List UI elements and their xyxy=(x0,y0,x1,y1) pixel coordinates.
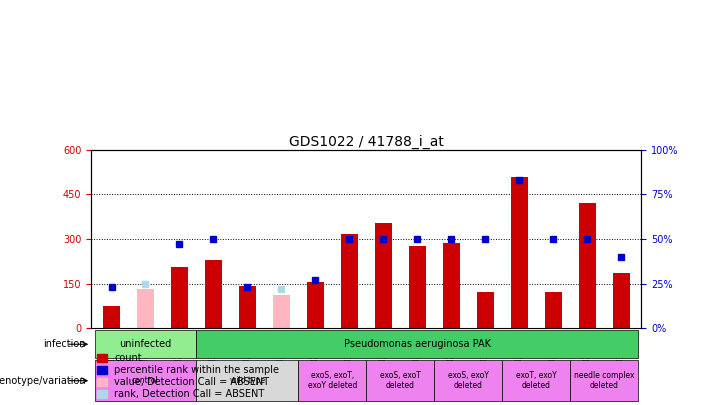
Bar xyxy=(375,223,392,328)
Bar xyxy=(239,286,256,328)
Bar xyxy=(103,306,120,328)
Title: GDS1022 / 41788_i_at: GDS1022 / 41788_i_at xyxy=(289,135,444,149)
Bar xyxy=(545,292,562,328)
Text: exoS, exoT
deleted: exoS, exoT deleted xyxy=(380,371,421,390)
Bar xyxy=(570,360,638,401)
Bar xyxy=(273,295,290,328)
Text: infection: infection xyxy=(43,339,86,349)
Text: control: control xyxy=(132,376,159,385)
Bar xyxy=(299,360,367,401)
Bar xyxy=(341,234,358,328)
Bar xyxy=(205,260,222,328)
Bar xyxy=(443,243,460,328)
Text: wild type: wild type xyxy=(230,376,265,385)
Bar xyxy=(578,203,596,328)
Bar xyxy=(95,330,196,358)
Bar xyxy=(137,290,154,328)
Bar xyxy=(307,282,324,328)
Bar xyxy=(510,177,528,328)
Bar xyxy=(409,246,426,328)
Text: Pseudomonas aeruginosa PAK: Pseudomonas aeruginosa PAK xyxy=(343,339,491,349)
Text: uninfected: uninfected xyxy=(119,339,172,349)
Bar xyxy=(434,360,502,401)
Text: needle complex
deleted: needle complex deleted xyxy=(574,371,634,390)
Text: exoS, exoT,
exoY deleted: exoS, exoT, exoY deleted xyxy=(308,371,357,390)
Bar xyxy=(367,360,434,401)
Text: genotype/variation: genotype/variation xyxy=(0,376,86,386)
Text: exoT, exoY
deleted: exoT, exoY deleted xyxy=(516,371,557,390)
Text: exoS, exoY
deleted: exoS, exoY deleted xyxy=(448,371,489,390)
Legend: count, percentile rank within the sample, value, Detection Call = ABSENT, rank, : count, percentile rank within the sample… xyxy=(96,352,280,400)
Bar xyxy=(502,360,570,401)
Bar xyxy=(196,360,299,401)
Bar xyxy=(171,267,188,328)
Bar xyxy=(477,292,494,328)
Bar xyxy=(613,273,629,328)
Bar xyxy=(95,360,196,401)
Bar xyxy=(196,330,638,358)
